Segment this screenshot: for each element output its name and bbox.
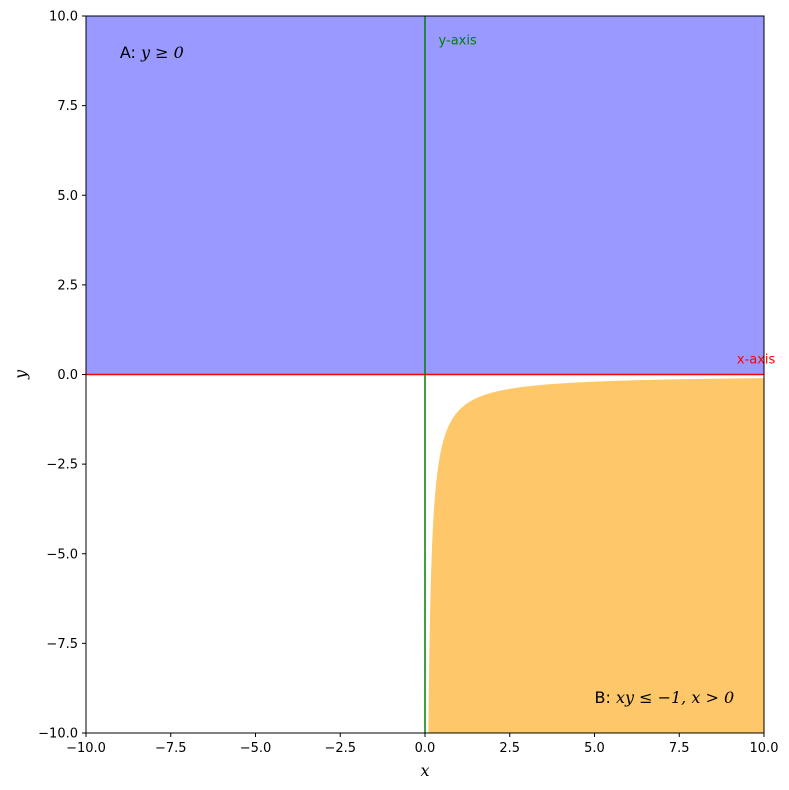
x-axis-ticks: −10.0 −7.5 −5.0 −2.5 0.0 2.5 5.0 7.5 10.0 [66, 733, 778, 756]
x-axis-line-label: x-axis [737, 353, 776, 368]
x-tick-label: 10.0 [750, 741, 779, 756]
y-tick-label: −10.0 [38, 727, 78, 742]
region-b-label: B: xy ≤ −1, x > 0 [595, 688, 735, 707]
x-tick-label: 7.5 [669, 741, 690, 756]
y-axis-ticks: −10.0 −7.5 −5.0 −2.5 0.0 2.5 5.0 7.5 10.0 [38, 10, 86, 742]
y-tick-label: 5.0 [57, 189, 78, 204]
y-tick-label: −7.5 [46, 637, 78, 652]
y-tick-label: −2.5 [46, 458, 78, 473]
x-tick-label: −7.5 [155, 741, 187, 756]
y-tick-label: 2.5 [57, 278, 78, 293]
x-tick-label: −2.5 [324, 741, 356, 756]
region-a-label: A: y ≥ 0 [120, 43, 184, 62]
y-axis-title: y [11, 369, 30, 380]
region-b-label-prefix: B: [595, 688, 616, 707]
y-tick-label: −5.0 [46, 547, 78, 562]
x-tick-label: −5.0 [240, 741, 272, 756]
region-a-label-prefix: A: [120, 43, 141, 62]
y-axis-line-label: y-axis [439, 34, 477, 49]
region-a-label-math: y ≥ 0 [140, 43, 184, 62]
plot-area: x-axis y-axis A: y ≥ 0 B: xy ≤ −1, x > 0 [85, 15, 776, 734]
y-tick-label: 10.0 [49, 10, 78, 25]
x-tick-label: 2.5 [499, 741, 520, 756]
x-tick-label: 5.0 [584, 741, 605, 756]
x-tick-label: 0.0 [415, 741, 436, 756]
x-tick-label: −10.0 [66, 741, 106, 756]
y-tick-label: 0.0 [57, 368, 78, 383]
region-b-fill [428, 378, 764, 733]
region-b-label-math: xy ≤ −1, x > 0 [616, 688, 734, 707]
y-tick-label: 7.5 [57, 99, 78, 114]
x-axis-title: x [420, 761, 429, 780]
